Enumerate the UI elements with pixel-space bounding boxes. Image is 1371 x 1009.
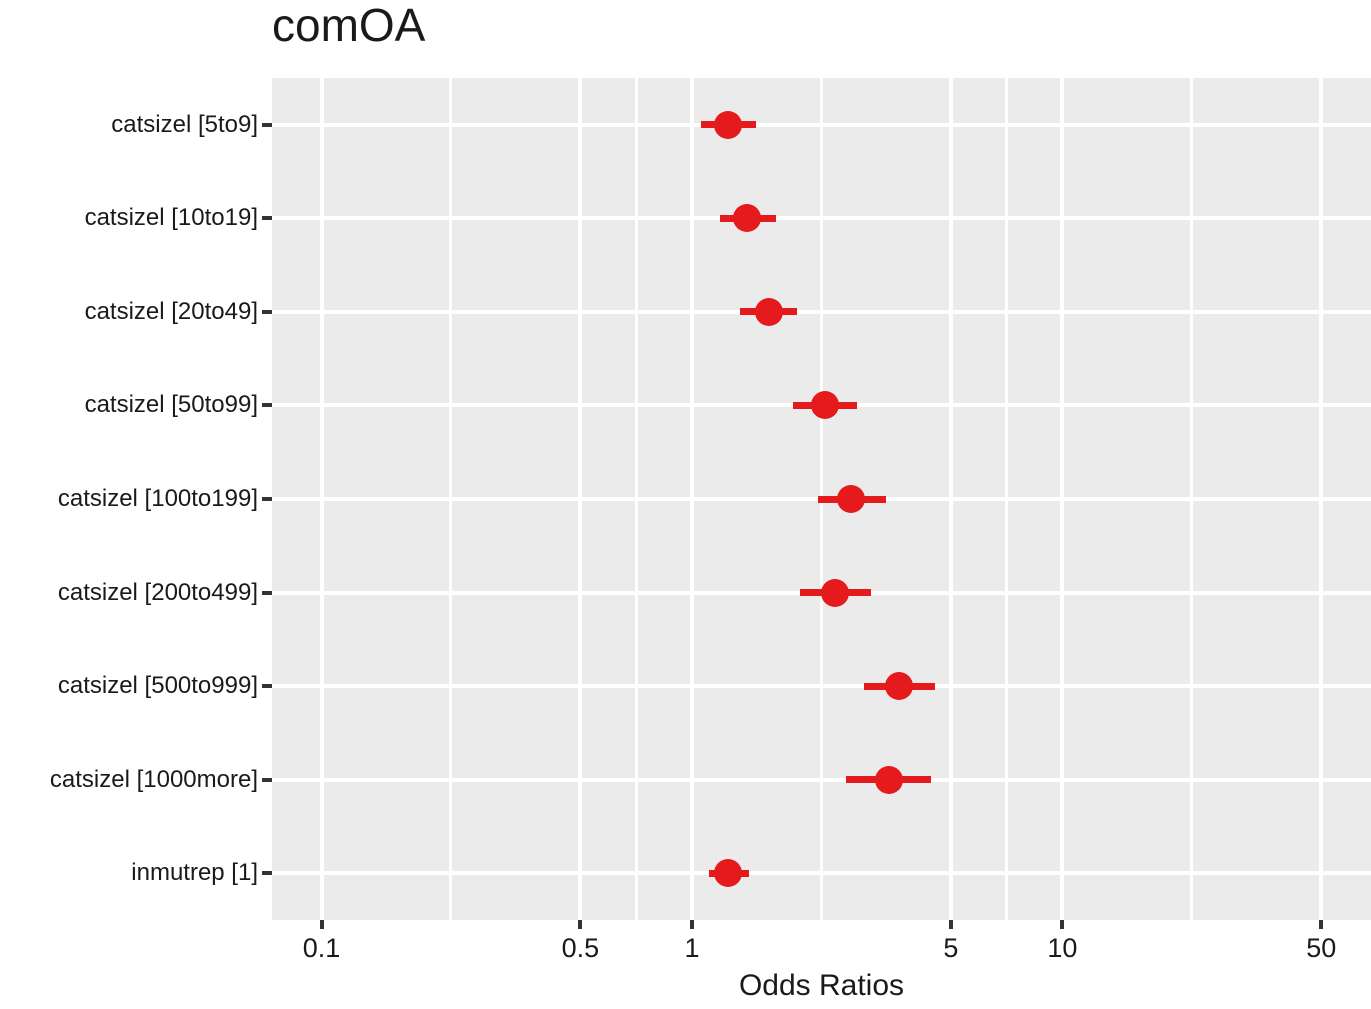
- y-axis-category-label: catsizel [500to999]: [57, 672, 258, 700]
- x-axis-tick: [1319, 920, 1324, 929]
- y-axis-category-label: catsizel [5to9]: [111, 110, 258, 138]
- x-axis-tick: [948, 920, 953, 929]
- y-axis-tick: [262, 590, 272, 595]
- x-axis-tick-label: 0.5: [561, 933, 600, 963]
- odds-ratio-point: [811, 391, 840, 420]
- y-axis-tick: [262, 309, 272, 314]
- y-axis-category-label: catsizel [1000more]: [49, 765, 258, 793]
- odds-ratio-point: [713, 859, 742, 888]
- x-axis-title: Odds Ratios: [738, 969, 905, 1002]
- odds-ratio-point: [733, 204, 762, 233]
- y-axis-category-label: catsizel [20to49]: [84, 297, 258, 325]
- odds-ratio-point: [884, 672, 913, 701]
- odds-ratio-point: [837, 485, 866, 513]
- odds-ratio-point: [713, 110, 742, 139]
- plot-panel: [272, 78, 1371, 920]
- x-axis-tick: [319, 920, 324, 929]
- y-axis-tick: [262, 871, 272, 876]
- y-gridline-major: [272, 122, 1371, 127]
- y-axis-tick: [262, 122, 272, 127]
- y-axis-tick: [262, 777, 272, 782]
- odds-ratio-point: [754, 297, 783, 326]
- y-gridline-major: [272, 777, 1371, 782]
- y-axis-category-label: catsizel [10to19]: [84, 204, 258, 232]
- x-axis-tick: [689, 920, 694, 929]
- y-axis-category-label: catsizel [100to199]: [57, 485, 258, 512]
- y-gridline-major: [272, 871, 1371, 876]
- y-gridline-major: [272, 684, 1371, 689]
- y-axis-tick: [262, 216, 272, 221]
- y-axis-tick: [262, 497, 272, 501]
- y-axis-category-label: inmutrep [1]: [131, 859, 258, 887]
- x-axis-tick: [578, 920, 583, 929]
- y-axis-category-label: catsizel [200to499]: [57, 578, 258, 606]
- plot-title: comOA: [272, 0, 426, 51]
- odds-ratio-point: [821, 578, 850, 607]
- y-gridline-major: [272, 309, 1371, 314]
- x-axis-tick-label: 10: [1047, 933, 1078, 963]
- x-axis-tick-label: 5: [943, 933, 959, 963]
- y-gridline-major: [272, 216, 1371, 221]
- odds-ratio-point: [874, 765, 903, 794]
- y-axis-tick: [262, 684, 272, 689]
- x-axis-tick-label: 0.1: [302, 933, 341, 963]
- y-axis-category-label: catsizel [50to99]: [84, 391, 258, 419]
- y-axis-tick: [262, 403, 272, 408]
- x-axis-tick: [1060, 920, 1065, 929]
- x-axis-tick-label: 1: [684, 933, 700, 963]
- x-axis-tick-label: 50: [1306, 933, 1337, 963]
